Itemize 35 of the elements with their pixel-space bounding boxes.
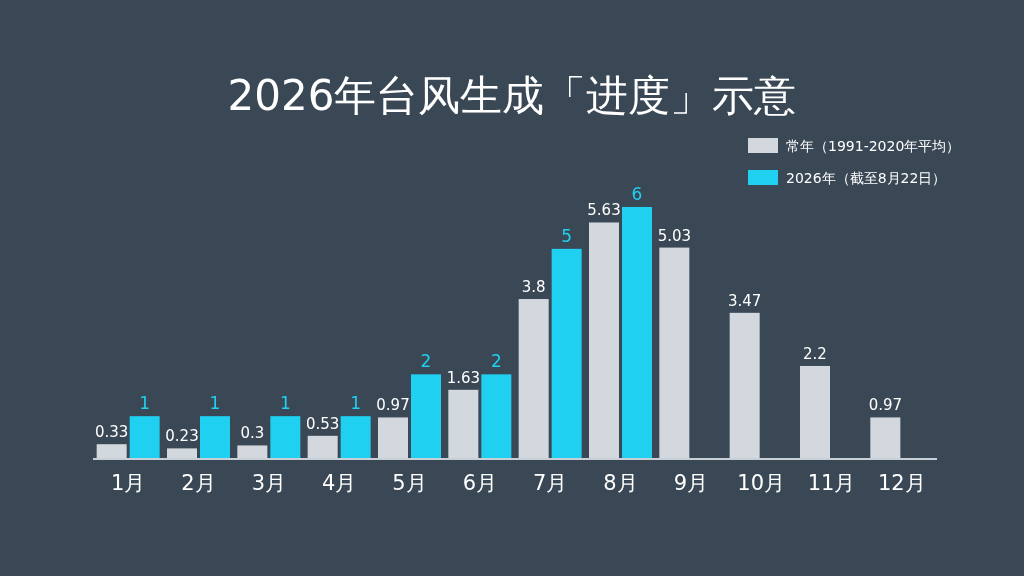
data-label: 0.97 [868,396,903,415]
data-label: 2 [420,351,432,372]
data-label: 1 [139,393,151,414]
data-label: 1 [209,393,221,414]
chart-title: 2026年台风生成「进度」示意 [227,71,797,120]
data-label: 2.2 [803,344,827,363]
data-label: 0.23 [165,427,199,446]
data-label: 1.63 [446,368,481,387]
x-tick-label: 12月 [877,471,926,495]
data-label: 5 [561,225,573,246]
legend-label: 2026年（截至8月22日） [786,170,947,186]
x-tick-label: 9月 [673,471,709,495]
data-label: 5.03 [657,226,692,245]
x-tick-label: 2月 [181,471,216,495]
data-label: 1 [279,393,291,414]
x-tick-label: 11月 [807,471,856,495]
x-tick-label: 6月 [462,471,498,495]
x-tick-label: 4月 [321,471,357,495]
data-label: 0.97 [376,396,410,415]
data-label: 3.47 [727,291,762,310]
data-label: 0.53 [305,414,340,433]
data-label: 2 [490,351,502,372]
legend-label: 常年（1991-2020年平均） [786,138,961,154]
data-label: 1 [350,393,362,414]
x-tick-label: 5月 [392,471,427,495]
x-tick-label: 10月 [737,471,786,495]
x-tick-label: 8月 [603,471,638,495]
data-label: 6 [631,184,643,204]
data-label: 5.63 [587,201,621,220]
x-tick-label: 7月 [532,471,568,495]
x-tick-label: 1月 [110,471,146,495]
data-label: 0.3 [240,424,265,443]
data-label: 0.33 [94,423,129,442]
x-tick-label: 3月 [251,471,287,495]
data-label: 3.8 [521,278,546,297]
